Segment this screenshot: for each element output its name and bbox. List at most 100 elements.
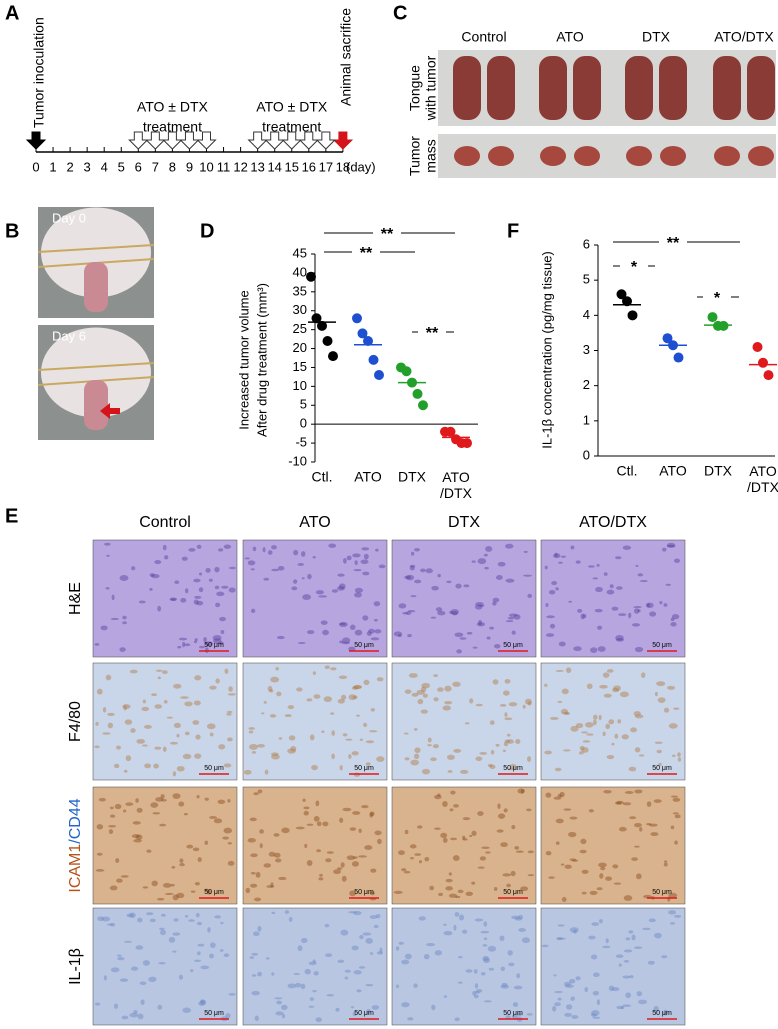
cell: [505, 620, 514, 623]
scale-label: 50 μm: [204, 642, 224, 649]
tumor-column: DTX: [642, 29, 671, 45]
scale-label: 50 μm: [503, 1010, 523, 1017]
cell: [430, 757, 437, 762]
data-point: [412, 388, 423, 399]
cell: [307, 573, 312, 580]
cell: [315, 1017, 323, 1023]
cell: [213, 818, 223, 824]
cell: [434, 794, 442, 800]
cell: [164, 892, 174, 896]
cell: [123, 704, 128, 711]
cell: [375, 913, 381, 919]
cell: [194, 595, 202, 599]
data-point: [462, 438, 472, 449]
cell: [312, 671, 317, 675]
cell: [271, 972, 275, 976]
cell: [563, 981, 571, 987]
cell: [590, 647, 598, 653]
cell: [502, 749, 507, 753]
cell: [228, 686, 233, 692]
treatment-label: treatment: [143, 119, 202, 135]
cell: [276, 691, 282, 697]
mouse-tongue: [84, 262, 108, 312]
cell: [612, 864, 619, 869]
cell: [138, 600, 146, 604]
cell: [409, 844, 417, 849]
cell: [125, 755, 132, 762]
timeline-day: 3: [84, 159, 91, 174]
cell: [614, 733, 619, 739]
timeline-day: 4: [101, 159, 108, 174]
histology-image: [540, 539, 686, 658]
cell: [452, 681, 461, 687]
histology-image: [92, 539, 238, 658]
cell: [348, 694, 357, 701]
cell: [123, 940, 133, 943]
cell: [196, 951, 201, 956]
cell: [223, 827, 233, 834]
cell: [172, 894, 179, 901]
cell: [312, 990, 317, 993]
cell: [426, 942, 436, 947]
y-tick-label: 3: [583, 342, 590, 357]
cell: [653, 1005, 659, 1012]
scale-label: 50 μm: [652, 642, 672, 649]
cell: [557, 924, 565, 927]
cell: [114, 803, 122, 810]
cell: [474, 918, 484, 922]
cell: [257, 743, 265, 748]
cell: [122, 615, 127, 620]
y-axis-label: IL-1β concentration (pg/mg tissue): [539, 251, 554, 449]
cell: [631, 934, 636, 941]
timeline-day: 15: [285, 159, 299, 174]
cell: [136, 738, 146, 744]
cell: [326, 994, 335, 997]
cell: [488, 967, 495, 971]
cell: [130, 728, 136, 733]
cell: [472, 646, 478, 649]
cell: [672, 754, 676, 758]
cell: [370, 637, 380, 641]
cell: [349, 624, 356, 630]
cell: [197, 857, 202, 863]
histology-row-label: H&E: [67, 582, 84, 615]
cell: [350, 1006, 355, 1009]
cell: [151, 693, 158, 697]
cell: [354, 629, 363, 636]
cell: [554, 552, 558, 558]
cell: [487, 945, 497, 952]
cell: [198, 587, 204, 593]
treatment-label: ATO ± DTX: [256, 99, 328, 115]
cell: [255, 871, 261, 878]
cell: [578, 751, 584, 755]
cell: [208, 816, 218, 819]
cell: [210, 942, 216, 949]
histology-image: [540, 662, 686, 781]
y-tick-label: 5: [583, 272, 590, 287]
cell: [503, 808, 508, 813]
cell: [269, 714, 277, 718]
cell: [366, 1008, 371, 1014]
cell: [597, 646, 606, 652]
cell: [557, 700, 563, 703]
cell: [172, 932, 181, 936]
cell: [94, 642, 100, 646]
cell: [172, 771, 177, 777]
scale-label: 50 μm: [652, 889, 672, 896]
cell: [599, 873, 604, 879]
cell: [633, 711, 641, 717]
cell: [117, 957, 125, 961]
cell: [654, 932, 662, 939]
data-point: [352, 313, 362, 324]
cell: [483, 921, 488, 927]
cell: [674, 914, 682, 918]
cell: [511, 824, 516, 830]
cell: [527, 756, 532, 762]
arrow: [128, 131, 149, 150]
cell: [214, 566, 220, 573]
cell: [132, 821, 141, 825]
cell: [404, 757, 410, 761]
mouse-tongue: [84, 380, 108, 430]
cell: [480, 930, 490, 934]
cell: [508, 702, 518, 707]
